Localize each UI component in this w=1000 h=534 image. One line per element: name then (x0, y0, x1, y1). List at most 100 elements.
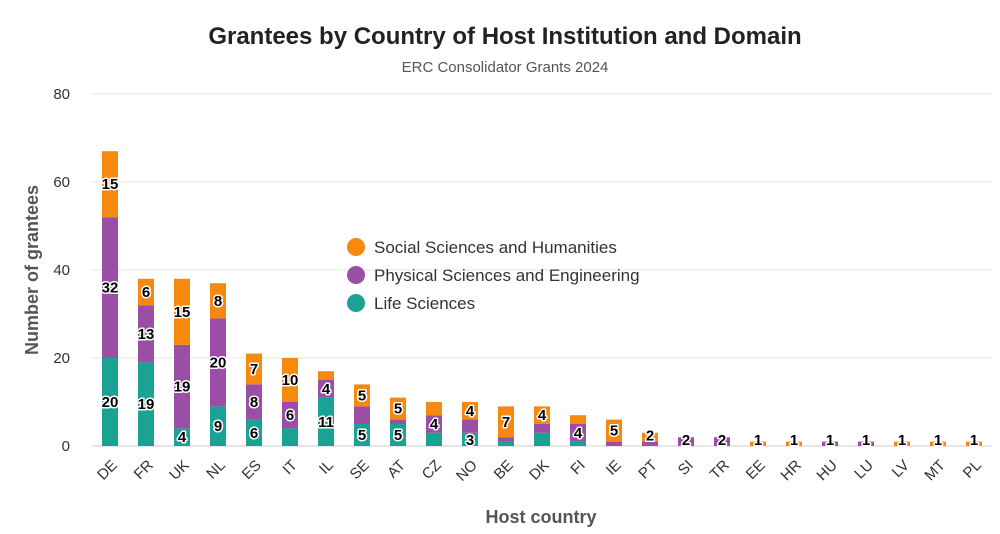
bar-il-life-sciences (318, 397, 334, 446)
data-label-es-life-sciences: 6 (250, 425, 258, 442)
x-tick-label-il: IL (316, 457, 337, 478)
bar-be-life-sciences (498, 441, 514, 446)
x-tick-label-lv: LV (889, 457, 913, 481)
bar-it-life-sciences (282, 428, 298, 446)
x-tick-label-ie: IE (603, 457, 625, 479)
bar-il-social-sciences (318, 371, 334, 380)
x-tick-label-no: NO (453, 457, 481, 485)
gridlines (92, 93, 992, 447)
chart-subtitle: ERC Consolidator Grants 2024 (402, 59, 609, 76)
bar-es-physical-sciences (246, 384, 262, 420)
data-label-mt-social-sciences: 1 (934, 432, 942, 449)
bar-se-life-sciences (354, 424, 370, 446)
x-tick-label-hu: HU (813, 457, 840, 484)
bar-be-physical-sciences (498, 437, 514, 442)
x-tick-label-at: AT (384, 457, 409, 482)
bar-si-physical-sciences (678, 437, 694, 446)
x-tick-label-nl: NL (203, 457, 229, 483)
bar-be-social-sciences (498, 406, 514, 438)
x-tick-label-si: SI (675, 457, 697, 479)
x-tick-label-be: BE (491, 457, 517, 483)
x-tick-label-pl: PL (960, 457, 985, 482)
bar-hr-social-sciences (786, 441, 802, 446)
data-label-lu-physical-sciences: 1 (862, 432, 870, 449)
bar-cz-life-sciences (426, 432, 442, 446)
bar-es-life-sciences (246, 419, 262, 446)
data-label-fr-life-sciences: 19 (138, 396, 155, 413)
x-tick-label-lu: LU (851, 457, 877, 483)
data-label-il-life-sciences: 11 (318, 414, 334, 431)
data-label-si-physical-sciences: 2 (682, 432, 690, 449)
bar-dk-physical-sciences (534, 424, 550, 433)
legend-swatch-physical-sciences (347, 266, 365, 284)
x-tick-label-pt: PT (635, 457, 661, 483)
bar-uk-physical-sciences (174, 344, 190, 429)
bar-ie-social-sciences (606, 419, 622, 442)
bar-fi-life-sciences (570, 441, 586, 446)
bar-fr-physical-sciences (138, 305, 154, 363)
legend-label-social-sciences[interactable]: Social Sciences and Humanities (374, 238, 617, 257)
y-tick-label: 20 (53, 350, 70, 367)
bar-se-social-sciences (354, 384, 370, 407)
bar-it-social-sciences (282, 358, 298, 402)
x-tick-label-cz: CZ (419, 457, 445, 483)
data-label-pt-social-sciences: 2 (646, 428, 654, 445)
data-label-pl-social-sciences: 1 (970, 432, 978, 449)
bar-ie-physical-sciences (606, 441, 622, 446)
data-label-uk-life-sciences: 4 (178, 429, 187, 446)
y-tick-label: 0 (62, 438, 70, 455)
bar-mt-social-sciences (930, 441, 946, 446)
data-label-cz-physical-sciences: 4 (430, 416, 439, 433)
bar-pl-social-sciences (966, 441, 982, 446)
bar-de-life-sciences (102, 358, 118, 446)
x-tick-label-hr: HR (777, 457, 804, 484)
bars (102, 151, 982, 446)
data-label-ie-social-sciences: 5 (610, 423, 618, 440)
chart-title: Grantees by Country of Host Institution … (208, 23, 801, 50)
data-label-lv-social-sciences: 1 (898, 432, 906, 449)
bar-dk-social-sciences (534, 406, 550, 424)
data-label-se-social-sciences: 5 (358, 387, 366, 404)
bar-at-life-sciences (390, 424, 406, 446)
bar-de-physical-sciences (102, 217, 118, 358)
x-tick-label-fr: FR (131, 457, 157, 483)
x-tick-label-it: IT (279, 457, 300, 478)
bar-hu-physical-sciences (822, 441, 838, 446)
data-label-dk-social-sciences: 4 (538, 407, 547, 424)
data-label-at-social-sciences: 5 (394, 401, 402, 418)
bar-cz-physical-sciences (426, 415, 442, 433)
bar-no-life-sciences (462, 432, 478, 446)
bar-fi-social-sciences (570, 415, 586, 424)
data-label-no-life-sciences: 3 (466, 432, 474, 449)
bar-dk-life-sciences (534, 432, 550, 446)
bar-no-physical-sciences (462, 419, 478, 433)
data-label-hr-social-sciences: 1 (790, 432, 798, 449)
legend-swatch-social-sciences (347, 238, 365, 256)
x-tick-label-mt: MT (921, 457, 948, 484)
data-label-nl-physical-sciences: 20 (210, 354, 227, 371)
bar-fr-life-sciences (138, 362, 154, 446)
data-label-de-social-sciences: 15 (102, 176, 119, 193)
legend: Social Sciences and Humanities Physical S… (347, 238, 640, 313)
bar-nl-social-sciences (210, 283, 226, 319)
bar-lv-social-sciences (894, 441, 910, 446)
x-tick-label-ee: EE (743, 457, 769, 483)
y-axis-title: Number of grantees (22, 185, 42, 355)
bar-uk-social-sciences (174, 278, 190, 345)
data-label-il-physical-sciences: 4 (322, 381, 331, 398)
bar-se-physical-sciences (354, 406, 370, 424)
legend-label-physical-sciences[interactable]: Physical Sciences and Engineering (374, 266, 640, 285)
bar-fr-social-sciences (138, 278, 154, 306)
y-axis-ticks: 0 20 40 60 80 (53, 86, 70, 455)
bar-de-social-sciences (102, 151, 118, 218)
data-label-nl-social-sciences: 8 (214, 293, 222, 310)
data-label-de-physical-sciences: 32 (102, 280, 119, 297)
data-label-de-life-sciences: 20 (102, 394, 119, 411)
data-label-se-life-sciences: 5 (358, 427, 366, 444)
legend-label-life-sciences[interactable]: Life Sciences (374, 294, 475, 313)
data-label-fr-social-sciences: 6 (142, 284, 150, 301)
bar-cz-social-sciences (426, 402, 442, 416)
bar-il-physical-sciences (318, 380, 334, 398)
